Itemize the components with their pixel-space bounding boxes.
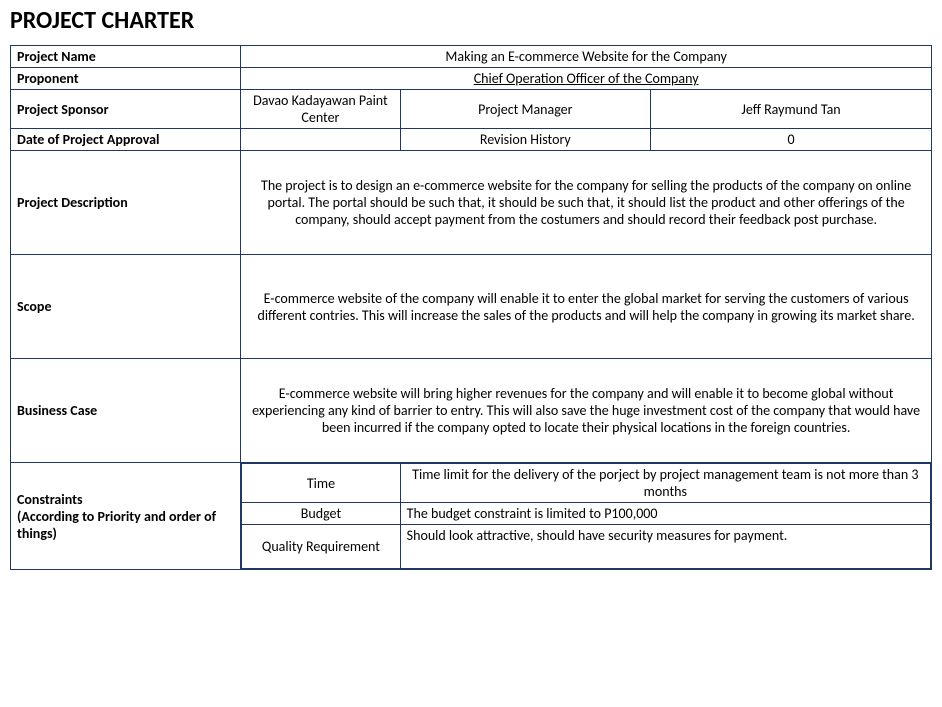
- value-project-sponsor: Davao Kadayawan Paint Center: [241, 90, 400, 129]
- constraints-line2: (According to Priority and order of thin…: [17, 508, 234, 542]
- constraints-subtable-cell: Time Time limit for the delivery of the …: [241, 463, 932, 570]
- constraint-label-2: Quality Requirement: [242, 525, 400, 569]
- label-proponent: Proponent: [11, 68, 241, 90]
- label-project-manager: Project Manager: [400, 90, 651, 129]
- value-business-case: E-commerce website will bring higher rev…: [241, 359, 932, 463]
- label-revision-history: Revision History: [400, 129, 651, 151]
- constraint-value-0: Time limit for the delivery of the porje…: [400, 464, 930, 503]
- label-constraints: Constraints (According to Priority and o…: [11, 463, 241, 570]
- value-project-name: Making an E-commerce Website for the Com…: [241, 46, 932, 68]
- text-project-description: The project is to design an e-commerce w…: [247, 177, 925, 228]
- label-business-case: Business Case: [11, 359, 241, 463]
- label-date-approval: Date of Project Approval: [11, 129, 241, 151]
- text-scope: E-commerce website of the company will e…: [247, 290, 925, 324]
- text-business-case: E-commerce website will bring higher rev…: [247, 385, 925, 436]
- value-project-description: The project is to design an e-commerce w…: [241, 151, 932, 255]
- page-title: PROJECT CHARTER: [10, 4, 932, 45]
- value-project-manager: Jeff Raymund Tan: [651, 90, 932, 129]
- value-revision-history: 0: [651, 129, 932, 151]
- value-scope: E-commerce website of the company will e…: [241, 255, 932, 359]
- constraints-line1: Constraints: [17, 491, 234, 508]
- label-project-sponsor: Project Sponsor: [11, 90, 241, 129]
- label-project-description: Project Description: [11, 151, 241, 255]
- constraint-value-2: Should look attractive, should have secu…: [400, 525, 930, 569]
- constraint-value-1: The budget constraint is limited to P100…: [400, 503, 930, 525]
- project-charter-table: Project Name Making an E-commerce Websit…: [10, 45, 932, 570]
- constraints-table: Time Time limit for the delivery of the …: [241, 463, 931, 569]
- constraint-label-1: Budget: [242, 503, 400, 525]
- label-project-name: Project Name: [11, 46, 241, 68]
- value-proponent: Chief Operation Officer of the Company: [241, 68, 932, 90]
- constraint-label-0: Time: [242, 464, 400, 503]
- value-date-approval: [241, 129, 400, 151]
- label-scope: Scope: [11, 255, 241, 359]
